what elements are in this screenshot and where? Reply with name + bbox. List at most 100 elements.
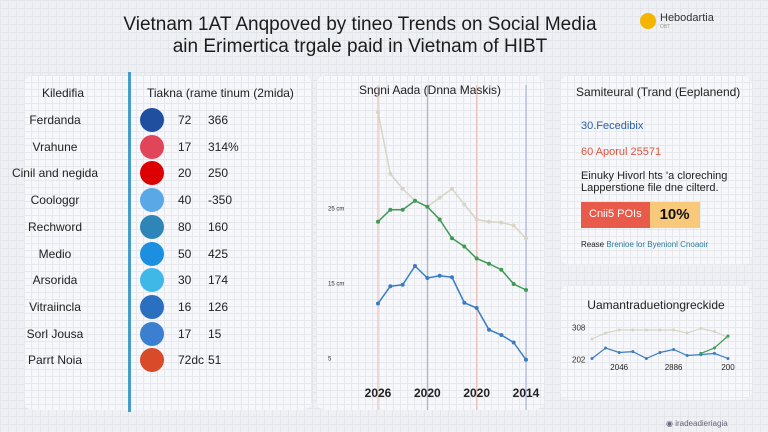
data-point — [450, 275, 454, 280]
footer-credit: ◉ iradeadieriagia — [666, 419, 728, 428]
data-point — [376, 110, 380, 115]
row-value-a: 20 — [178, 166, 192, 181]
x-tick-label: 2014 — [513, 386, 540, 400]
row-value-b: 250 — [208, 166, 229, 181]
logo-icon — [640, 13, 656, 29]
chart-title: Sngni Aada (Dnna Maskis) — [359, 83, 501, 97]
x-tick-label: 2046 — [610, 363, 628, 372]
data-point — [524, 357, 528, 362]
series-line — [377, 264, 527, 361]
data-point — [450, 186, 454, 191]
data-point — [712, 346, 716, 350]
row-name: Cinil and negida — [11, 166, 99, 181]
data-point — [644, 357, 648, 360]
data-point — [425, 276, 430, 280]
title-line-2: ain Erimertica trgale paid in Vietnam of… — [172, 36, 548, 57]
row-value-a: 40 — [178, 193, 192, 208]
red-p-logo — [140, 134, 164, 159]
x-tick-label: 2020 — [463, 386, 490, 400]
data-point — [437, 217, 442, 222]
data-point — [487, 261, 491, 266]
note-link[interactable]: Brenioe lor Byenionl Cnoaoir — [606, 240, 709, 249]
table-row: Vitraiincla 16 126 — [0, 294, 300, 320]
table-row: Arsorida 30 174 — [0, 267, 300, 293]
data-point — [487, 327, 491, 332]
row-value-a: 16 — [178, 299, 192, 314]
data-point — [388, 284, 393, 289]
german-flag — [140, 161, 164, 186]
data-point — [413, 198, 417, 203]
light-blue-circle-logo — [140, 188, 164, 213]
teal-wave-logo — [140, 214, 164, 239]
row-name: Medio — [38, 246, 72, 261]
data-point — [672, 328, 676, 332]
data-point — [487, 219, 491, 224]
data-point — [726, 334, 730, 338]
data-point — [474, 217, 479, 222]
data-point — [474, 306, 479, 310]
data-point — [617, 328, 621, 332]
y-tick-label: 308 — [572, 324, 586, 333]
x-tick-label: 2886 — [665, 363, 683, 372]
table-row: Vrahune 17 314% — [0, 134, 300, 160]
row-value-a: 80 — [178, 219, 192, 234]
data-point — [388, 171, 393, 176]
data-point — [631, 350, 635, 354]
data-point — [617, 351, 621, 354]
data-point — [425, 204, 430, 209]
y-tick-label: 202 — [572, 355, 586, 364]
data-point — [631, 328, 635, 332]
row-name: Vitraiincla — [29, 299, 81, 314]
data-point — [672, 348, 676, 351]
row-name: Coologgr — [30, 193, 80, 208]
data-point — [499, 220, 504, 225]
table-row: Ferdanda 72 366 — [0, 107, 300, 133]
data-point — [388, 207, 393, 212]
row-name: Ferdanda — [29, 113, 81, 127]
data-point — [474, 256, 479, 261]
row-value-a: 17 — [178, 326, 192, 341]
y-tick-label: 25 cm — [328, 207, 344, 213]
badge-value: 10% — [649, 202, 700, 228]
page-title: Vietnam 1AT Anqpoved by tineo Trends on … — [100, 14, 620, 58]
data-point — [524, 236, 528, 241]
row-name: Arsorida — [32, 273, 78, 288]
data-point — [590, 337, 594, 341]
data-point — [726, 357, 730, 360]
row-name: Rechword — [27, 219, 83, 234]
data-point — [685, 354, 689, 357]
data-point — [499, 267, 504, 272]
row-name: Parrt Noia — [27, 353, 83, 368]
table-panel — [24, 75, 312, 410]
row-name: Vrahune — [32, 139, 78, 154]
row-value-b: 126 — [208, 299, 229, 314]
data-point — [437, 273, 442, 278]
data-point — [413, 264, 417, 268]
summary-panel — [560, 75, 752, 265]
table-row: Sorl Jousa 17 15 — [0, 321, 300, 347]
blue-app-icon — [140, 321, 164, 346]
data-point — [658, 328, 662, 332]
data-point — [658, 351, 662, 354]
row-value-a: 72 — [178, 113, 192, 127]
chart-title: Uamantraduetiongreckide — [587, 298, 725, 312]
note-prefix: Rease — [581, 240, 605, 249]
row-value-b: 366 — [208, 113, 229, 127]
data-point — [524, 288, 528, 292]
logo-name: Hebodartia — [660, 12, 714, 24]
bar-chart-icon — [140, 294, 164, 319]
data-point — [712, 351, 716, 355]
row-name: Sorl Jousa — [26, 326, 84, 341]
data-point — [511, 282, 516, 286]
blue-circle-logo — [140, 108, 164, 132]
row-value-a: 72dc — [178, 353, 205, 368]
main-line-chart: Sngni Aada (Dnna Maskis) 2026 2020 2020 2014… — [328, 83, 540, 410]
series-line — [377, 112, 527, 239]
table-row: Rechword 80 160 — [0, 214, 300, 240]
data-point — [400, 207, 405, 212]
data-point — [644, 328, 648, 332]
row-value-b: 15 — [208, 326, 222, 341]
x-tick-label: 2026 — [365, 386, 392, 400]
data-point — [511, 223, 516, 228]
data-point — [590, 357, 594, 360]
